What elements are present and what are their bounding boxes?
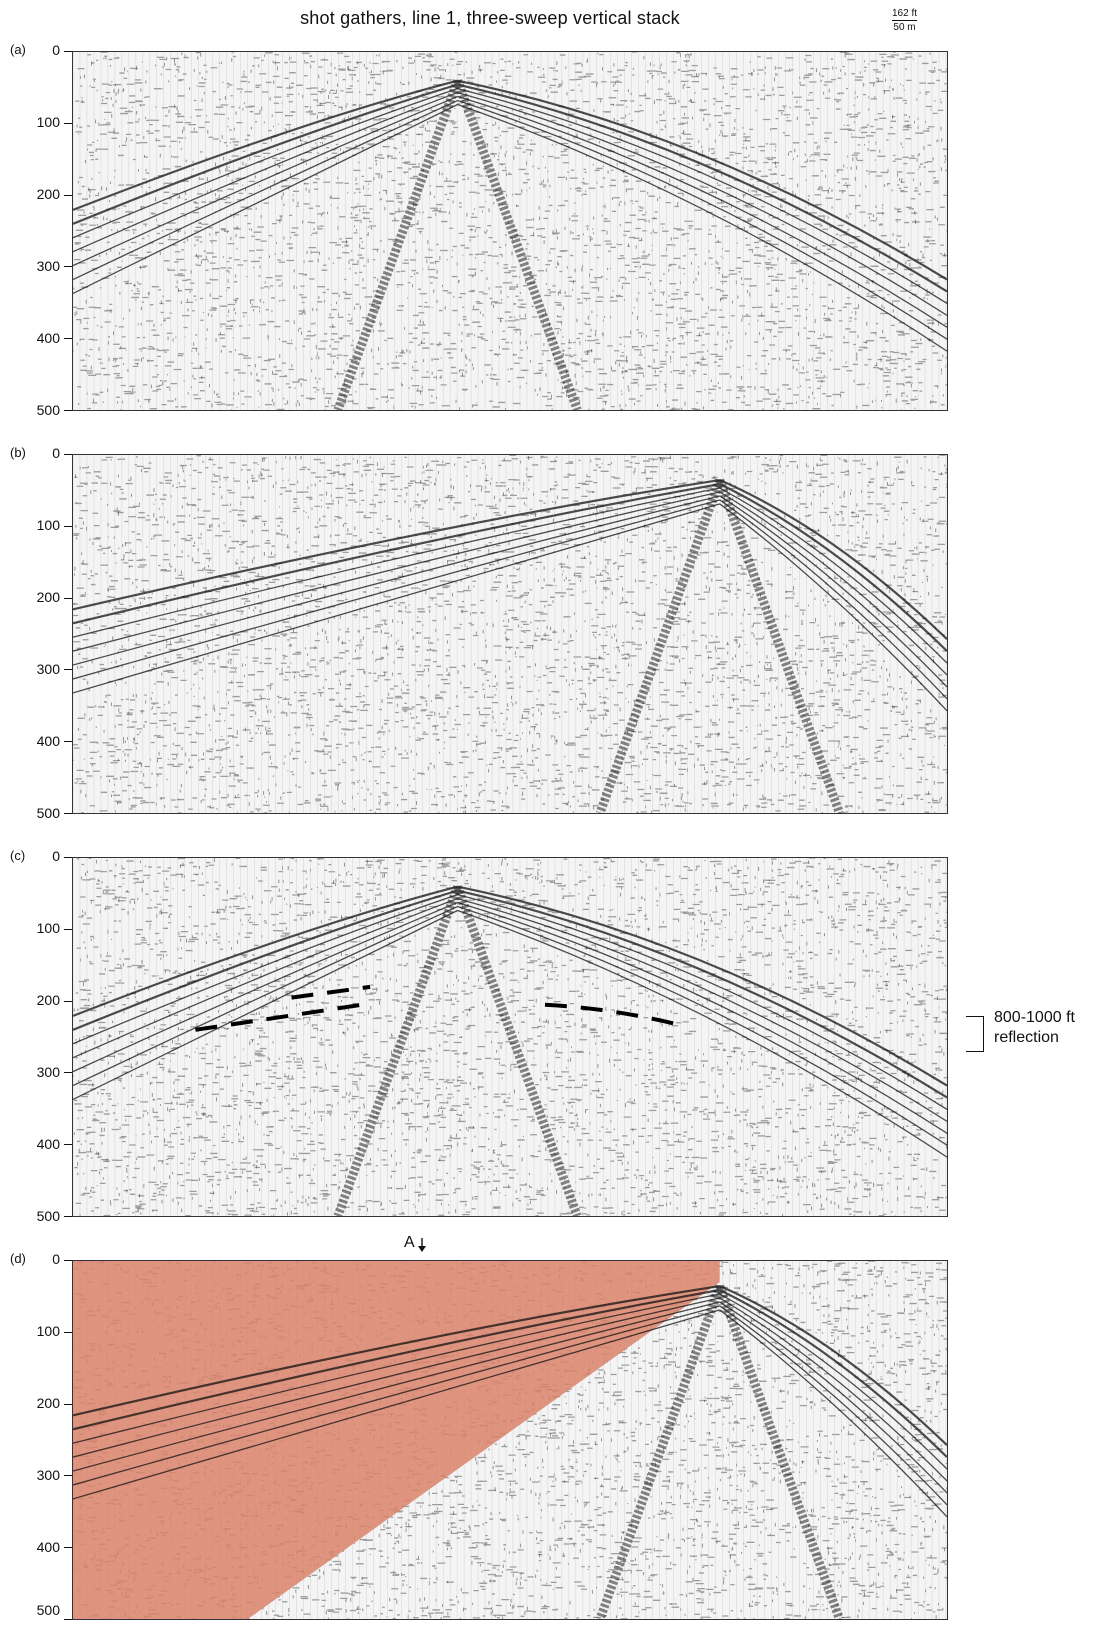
panel-d-letter: (d)	[10, 1251, 26, 1266]
panel-d-tick-400: 400	[36, 1539, 60, 1555]
panel-a-tick-400: 400	[36, 330, 60, 346]
panel-c-tick-0: 0	[52, 848, 60, 864]
reflection-events	[73, 478, 947, 712]
ground-roll-cone	[595, 478, 844, 813]
panel-c-tick-mark	[64, 1144, 72, 1146]
seismogram-svg	[73, 1261, 947, 1619]
seismogram-svg	[73, 455, 947, 813]
panel-a-tick-mark	[64, 338, 72, 340]
panel-c-letter: (c)	[10, 848, 26, 863]
reflection-events	[73, 885, 947, 1158]
panel-c-seismogram	[72, 857, 948, 1217]
panel-a-tick-mark	[64, 266, 72, 268]
panel-c-tick-200: 200	[36, 992, 60, 1008]
panel-d-tick-mark	[64, 1619, 72, 1620]
panel-d-tick-mark	[64, 1475, 72, 1477]
panel-c-tick-mark	[64, 1216, 72, 1217]
panel-d-tick-0: 0	[52, 1251, 60, 1267]
ground-roll-cone	[333, 79, 582, 410]
panel-c-tick-400: 400	[36, 1136, 60, 1152]
reflection-bracket	[966, 1016, 984, 1052]
panel-d-tick-mark	[64, 1260, 72, 1261]
panel-c-tick-mark	[64, 857, 72, 858]
panel-a-letter: (a)	[10, 42, 26, 57]
panel-b-tick-500: 500	[36, 805, 60, 821]
figure-title: shot gathers, line 1, three-sweep vertic…	[300, 8, 680, 28]
trace-grid	[73, 858, 947, 1216]
panel-c-tick-mark	[64, 928, 72, 930]
panel-c-tick-100: 100	[36, 920, 60, 936]
panel-a-seismogram	[72, 51, 948, 411]
ground-roll-cone	[595, 1284, 844, 1619]
reflection-depth-label: 800-1000 ft	[994, 1009, 1075, 1026]
panel-b-tick-400: 400	[36, 733, 60, 749]
panel-d-tick-mark	[64, 1331, 72, 1333]
panel-c-tick-500: 500	[36, 1208, 60, 1224]
ground-roll-cone	[333, 885, 582, 1216]
panel-b-tick-mark	[64, 454, 72, 455]
scale-bar: 162 ft 50 m	[892, 8, 918, 33]
seismogram-svg	[73, 52, 947, 410]
marker-a-arrow-icon	[418, 1238, 426, 1252]
scale-feet-label: 162 ft	[892, 8, 918, 19]
panel-d-tick-mark	[64, 1547, 72, 1549]
panel-a-tick-500: 500	[36, 402, 60, 418]
panel-d-tick-200: 200	[36, 1395, 60, 1411]
panel-a-tick-0: 0	[52, 42, 60, 58]
panel-b-tick-mark	[64, 669, 72, 671]
interpreted-reflection	[195, 984, 686, 1032]
panel-b-tick-mark	[64, 741, 72, 743]
panel-b-tick-0: 0	[52, 445, 60, 461]
marker-a-label: A	[404, 1234, 415, 1251]
panel-a-tick-mark	[64, 194, 72, 196]
panel-c-tick-mark	[64, 1000, 72, 1002]
panel-d-tick-500: 500	[36, 1602, 60, 1618]
reflection-word-label: reflection	[994, 1029, 1059, 1046]
panel-a-tick-mark	[64, 410, 72, 411]
panel-a-tick-mark	[64, 122, 72, 124]
panel-b-tick-mark	[64, 525, 72, 527]
panel-d-tick-300: 300	[36, 1467, 60, 1483]
seismogram-svg	[73, 858, 947, 1216]
reflection-events	[73, 1284, 947, 1518]
panel-a-tick-mark	[64, 51, 72, 52]
panel-a-tick-200: 200	[36, 186, 60, 202]
panel-a-tick-300: 300	[36, 258, 60, 274]
reflection-annotation: 800-1000 ft reflection	[994, 1008, 1075, 1048]
scale-meters-label: 50 m	[893, 22, 916, 33]
panel-b-letter: (b)	[10, 445, 26, 460]
panel-b-seismogram	[72, 454, 948, 814]
panel-d-tick-mark	[64, 1403, 72, 1405]
trace-grid	[73, 52, 947, 410]
panel-c-tick-300: 300	[36, 1064, 60, 1080]
panel-b-tick-mark	[64, 813, 72, 814]
panel-a-tick-100: 100	[36, 114, 60, 130]
panel-b-tick-mark	[64, 597, 72, 599]
panel-c-tick-mark	[64, 1072, 72, 1074]
panel-d-tick-100: 100	[36, 1323, 60, 1339]
panel-b-tick-100: 100	[36, 517, 60, 533]
scale-line	[892, 20, 918, 21]
panel-b-tick-200: 200	[36, 589, 60, 605]
panel-b-tick-300: 300	[36, 661, 60, 677]
panel-d-seismogram	[72, 1260, 948, 1620]
reflection-events	[73, 79, 947, 352]
